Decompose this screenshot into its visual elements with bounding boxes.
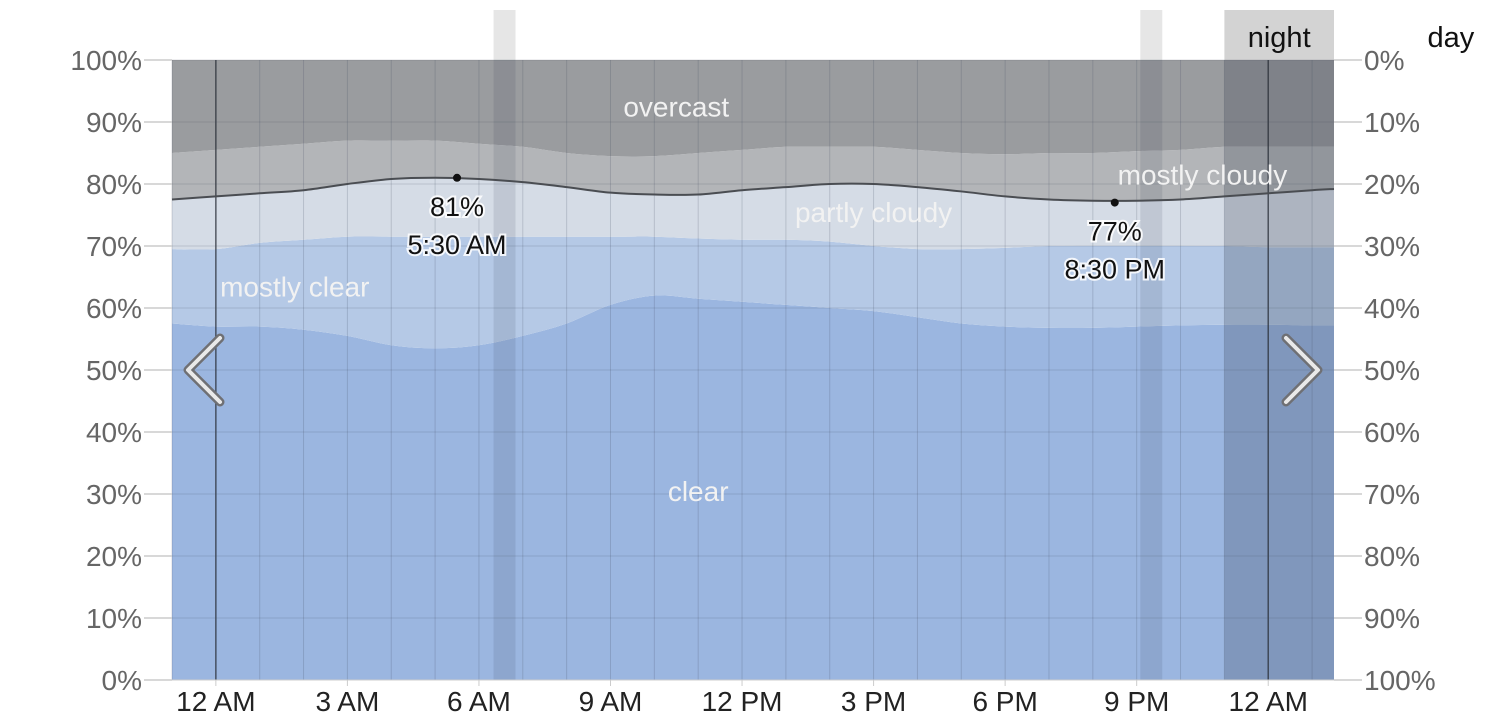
x-tick-label: 9 PM <box>1104 686 1169 717</box>
annotation-time: 5:30 AM <box>407 230 506 260</box>
x-tick-label: 6 AM <box>447 686 511 717</box>
y-left-tick-label: 20% <box>86 541 142 572</box>
y-right-tick-label: 0% <box>1364 45 1404 76</box>
area-overcast <box>172 60 1334 157</box>
y-left-tick-label: 80% <box>86 169 142 200</box>
cloud-cover-areas <box>172 60 1334 680</box>
y-right-tick-label: 90% <box>1364 603 1420 634</box>
y-left-tick-label: 100% <box>70 45 142 76</box>
x-tick-label: 3 PM <box>841 686 906 717</box>
x-tick-label: 3 AM <box>315 686 379 717</box>
y-left-tick-label: 90% <box>86 107 142 138</box>
twilight-overlay-1 <box>1140 60 1163 680</box>
y-axis-left: 0% 10% 20% 30% 40% 50% 60% 70% 80% 90% 100% <box>70 45 172 696</box>
annotation-value: 81% <box>430 192 484 222</box>
period-label-night: night <box>1248 22 1311 54</box>
cloud-cover-line-path <box>171 176 1335 202</box>
series-labels: overcast mostly cloudy partly cloudy mostly… <box>220 92 1287 507</box>
y-left-tick-label: 0% <box>102 665 142 696</box>
y-right-tick-label: 40% <box>1364 293 1420 324</box>
area-partly-cloudy <box>172 177 1334 250</box>
annotations: 81% 5:30 AM 77% 8:30 PM <box>405 173 1167 287</box>
x-axis: 12 AM 3 AM 6 AM 9 AM 12 PM 3 PM 6 PM 9 PM 12 AM <box>172 679 1334 717</box>
y-left-tick-label: 60% <box>86 293 142 324</box>
twilight-overlay-0 <box>493 60 516 680</box>
series-label-mostly-clear: mostly clear <box>220 271 369 302</box>
annotation-point <box>1110 198 1119 207</box>
band-night-0 <box>1224 10 1334 60</box>
y-right-tick-label: 60% <box>1364 417 1420 448</box>
y-right-tick-label: 50% <box>1364 355 1420 386</box>
series-label-mostly-cloudy: mostly cloudy <box>1118 160 1288 191</box>
band-twilight-0 <box>493 10 516 60</box>
y-right-tick-label: 100% <box>1364 665 1436 696</box>
y-left-tick-label: 50% <box>86 355 142 386</box>
annotation-value: 77% <box>1088 217 1142 247</box>
y-right-tick-label: 70% <box>1364 479 1420 510</box>
y-right-tick-label: 10% <box>1364 107 1420 138</box>
area-mostly-clear <box>172 236 1334 349</box>
x-tick-label: 12 PM <box>702 686 783 717</box>
x-tick-label: 9 AM <box>579 686 643 717</box>
y-axis-right: 100% 90% 80% 70% 60% 50% 40% 30% 20% 10% 0% <box>1334 45 1436 696</box>
y-left-tick-label: 10% <box>86 603 142 634</box>
y-left-tick-label: 70% <box>86 231 142 262</box>
y-right-tick-label: 20% <box>1364 169 1420 200</box>
day-night-band: nightdaynight <box>493 10 1475 60</box>
y-right-tick-label: 80% <box>1364 541 1420 572</box>
next-day-arrow-icon[interactable] <box>1278 330 1330 412</box>
y-right-tick-label: 30% <box>1364 231 1420 262</box>
cloud-cover-line <box>171 176 1335 202</box>
y-left-tick-label: 40% <box>86 417 142 448</box>
band-twilight-1 <box>1140 10 1163 60</box>
series-label-clear: clear <box>668 476 729 507</box>
period-label-day: day <box>1428 22 1475 54</box>
series-label-partly-cloudy: partly cloudy <box>795 197 952 228</box>
series-label-overcast: overcast <box>623 92 729 123</box>
area-clear <box>172 295 1334 680</box>
previous-day-arrow-icon[interactable] <box>176 330 228 412</box>
x-tick-label: 6 PM <box>972 686 1037 717</box>
y-left-tick-label: 30% <box>86 479 142 510</box>
x-tick-label: 12 AM <box>1229 686 1308 717</box>
x-tick-label: 12 AM <box>176 686 255 717</box>
annotation-time: 8:30 PM <box>1064 255 1165 285</box>
annotation-point <box>453 173 462 182</box>
area-mostly-cloudy <box>172 140 1334 201</box>
